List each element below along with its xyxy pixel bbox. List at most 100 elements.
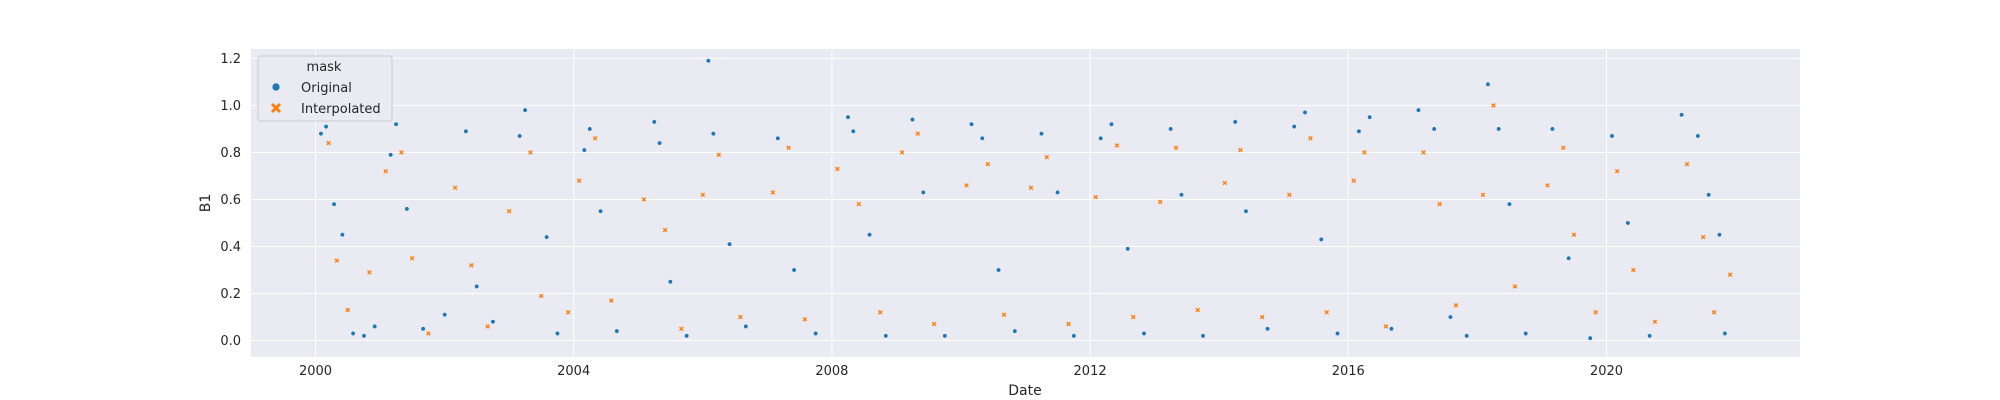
original-point <box>996 267 1001 273</box>
original-point <box>651 119 657 125</box>
y-tick-label: 0.4 <box>220 240 241 255</box>
interpolated-point <box>802 317 808 322</box>
original-point <box>1717 232 1722 238</box>
interpolated-point <box>1700 234 1706 240</box>
original-point <box>1302 110 1308 115</box>
original-point <box>1416 107 1421 113</box>
y-tick-label: 0.2 <box>220 287 241 302</box>
original-point <box>1356 128 1362 134</box>
original-point <box>388 152 394 158</box>
original-point <box>1389 326 1394 332</box>
legend-interpolated-marker <box>270 102 282 114</box>
original-point <box>979 135 985 141</box>
interpolated-point <box>985 161 991 167</box>
y-tick-label: 0.0 <box>220 334 241 349</box>
interpolated-point <box>538 293 544 299</box>
original-point <box>1039 131 1044 137</box>
original-point <box>1625 220 1631 226</box>
legend-original-marker <box>271 82 281 92</box>
y-tick-label: 1.2 <box>220 52 241 67</box>
interpolated-point <box>770 190 776 195</box>
original-point <box>420 326 426 332</box>
original-point <box>339 232 345 238</box>
interpolated-point <box>1157 199 1163 205</box>
interpolated-point <box>1631 267 1636 273</box>
original-point <box>813 331 819 336</box>
x-tick-label: 2000 <box>299 364 332 379</box>
original-point <box>1232 119 1238 125</box>
original-point <box>1265 326 1270 332</box>
original-point <box>667 279 673 285</box>
original-point <box>1125 246 1131 252</box>
interpolated-point <box>1308 136 1313 141</box>
interpolated-point <box>469 263 474 268</box>
original-point <box>850 128 856 134</box>
x-tick-label: 2012 <box>1074 364 1107 379</box>
interpolated-point <box>1383 324 1389 329</box>
tick-labels: 2000 2004 2008 2012 2016 2020 0.0 0.2 0.4 0.6 0.8 1… <box>220 52 1623 379</box>
interpolated-point <box>1238 147 1243 153</box>
interpolated-point <box>662 227 668 233</box>
original-point <box>1647 333 1653 339</box>
interpolated-point <box>1727 272 1733 278</box>
original-point <box>1609 133 1615 139</box>
original-point <box>1200 333 1206 339</box>
legend-title: mask <box>307 60 342 75</box>
interpolated-point <box>1437 201 1442 207</box>
y-tick-label: 0.6 <box>220 193 241 208</box>
original-point <box>1431 126 1437 132</box>
original-point <box>710 131 716 137</box>
data-points <box>318 58 1733 341</box>
interpolated-point <box>1093 194 1098 200</box>
interpolated-point <box>1684 161 1690 167</box>
original-point <box>1168 126 1174 132</box>
original-point <box>361 333 367 339</box>
x-tick-label: 2008 <box>815 364 848 379</box>
original-point <box>684 333 690 339</box>
original-point <box>614 328 620 334</box>
interpolated-point <box>1028 185 1034 191</box>
original-point <box>517 133 523 139</box>
original-point <box>490 319 496 325</box>
interpolated-point <box>641 197 647 202</box>
interpolated-point <box>326 140 331 146</box>
interpolated-point <box>700 192 706 198</box>
interpolated-point <box>565 310 571 315</box>
original-point <box>705 58 711 64</box>
original-point <box>1141 331 1147 336</box>
interpolated-point <box>367 270 372 275</box>
original-point <box>318 131 324 137</box>
interpolated-point <box>786 145 791 151</box>
interpolated-point <box>964 183 969 188</box>
original-point <box>581 147 587 153</box>
interpolated-point <box>1362 150 1367 155</box>
original-point <box>1055 190 1060 195</box>
interpolated-point <box>1286 192 1292 198</box>
original-point <box>555 331 560 336</box>
interpolated-point <box>345 307 350 313</box>
interpolated-point <box>899 150 905 155</box>
interpolated-point <box>506 208 512 214</box>
original-point <box>331 201 337 207</box>
original-point <box>1523 331 1529 336</box>
original-point <box>1550 126 1555 132</box>
interpolated-point <box>409 255 415 261</box>
original-point <box>598 208 603 214</box>
original-point <box>845 114 851 120</box>
interpolated-point <box>426 331 431 336</box>
interpolated-point <box>931 321 937 327</box>
interpolated-point <box>738 314 743 320</box>
original-point <box>1367 114 1373 120</box>
x-tick-label: 2004 <box>557 364 590 379</box>
original-point <box>775 135 781 141</box>
original-point <box>1071 333 1077 339</box>
original-point <box>350 331 356 336</box>
original-point <box>1485 81 1491 87</box>
original-point <box>1335 331 1340 336</box>
original-point <box>1695 133 1701 139</box>
interpolated-point <box>1001 312 1007 317</box>
interpolated-point <box>1324 310 1330 315</box>
interpolated-point <box>1512 284 1518 289</box>
interpolated-point <box>1114 143 1120 148</box>
interpolated-point <box>1173 145 1179 151</box>
